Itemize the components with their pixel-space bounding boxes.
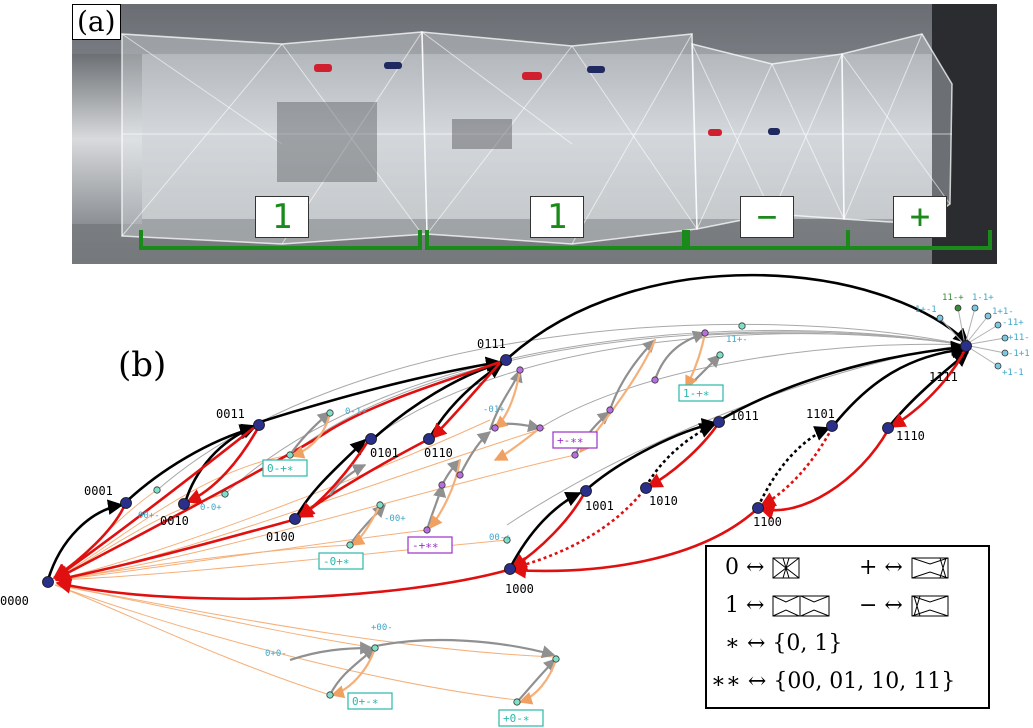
transition-graph: 0000 0001 0010 0011 0100 0101 0110 0111 … <box>0 273 1030 727</box>
node-1101 <box>826 420 838 432</box>
sub-label: 00+- <box>138 511 160 521</box>
node-label: 1101 <box>806 407 835 421</box>
node-0100 <box>289 513 301 525</box>
node-0101 <box>365 433 377 445</box>
sub-label: -11+ <box>1002 318 1024 328</box>
sub-label: 00-+ <box>489 533 511 543</box>
family-label: 0+-∗ <box>352 695 379 708</box>
cluster-orange-edges <box>290 332 707 705</box>
node-label: 1001 <box>585 499 614 513</box>
segment-label-4: + <box>893 196 947 238</box>
one-state-icon <box>772 595 830 617</box>
cluster-gray-edges <box>289 330 721 703</box>
node-label: 1111 <box>929 370 958 384</box>
node-label: 0100 <box>266 530 295 544</box>
sub-label: 0+0- <box>265 649 287 659</box>
node-label: 1100 <box>753 515 782 529</box>
node-label: 1011 <box>730 409 759 423</box>
origami-photo-drawing <box>72 4 997 264</box>
node-label: 1110 <box>896 429 925 443</box>
node-0011 <box>253 419 265 431</box>
sub-label: 0-1+ <box>345 407 367 417</box>
sub-label: 11-+ <box>942 293 964 303</box>
node-label: 0101 <box>370 446 399 460</box>
node-0111 <box>500 354 512 366</box>
backward-edges <box>52 347 968 601</box>
panel-b-label: (b) <box>118 345 167 385</box>
node-label: 0010 <box>160 514 189 528</box>
orange-edges <box>54 419 576 701</box>
main-node-labels: 0000 0001 0010 0011 0100 0101 0110 0111 … <box>0 337 958 608</box>
legend-one-label: 1 ↔ <box>725 593 765 618</box>
segment-label-2: 1 <box>530 196 584 238</box>
family-boxes: 0-+∗ -0+∗ -+∗∗ +-∗∗ 1-+∗ 0+-∗ +0-∗ <box>262 384 724 727</box>
sub-label: -1+1 <box>1008 349 1030 359</box>
node-label: 0111 <box>477 337 506 351</box>
plus-state-icon <box>911 557 949 579</box>
gray-edges <box>154 323 966 526</box>
node-1011 <box>713 416 725 428</box>
node-label: 0000 <box>0 594 29 608</box>
backward-dotted-edges <box>511 427 834 572</box>
sub-label: +00- <box>371 623 393 633</box>
main-nodes <box>42 340 972 588</box>
legend-plus-label: + ↔ <box>859 555 903 580</box>
family-label: -0+∗ <box>323 555 350 568</box>
legend-zero-label: 0 ↔ <box>725 555 765 580</box>
legend-box: 0 ↔ + ↔ 1 ↔ − ↔ <box>705 545 990 709</box>
node-1110 <box>882 422 894 434</box>
sub-label: -01+ <box>483 405 505 415</box>
node-1111 <box>960 340 972 352</box>
family-label: 0-+∗ <box>267 462 294 475</box>
sub-label: 0-0+ <box>200 503 222 513</box>
sub-label: 1+1- <box>992 307 1014 317</box>
sub-label: 1-1+ <box>972 293 994 303</box>
legend-minus-label: − ↔ <box>859 593 903 618</box>
sub-label: +11- <box>1008 333 1030 343</box>
legend-double-star-row: ∗∗ ↔ {00, 01, 10, 11} <box>711 669 956 694</box>
minus-state-icon <box>911 595 949 617</box>
sub-label: 11+- <box>726 335 748 345</box>
node-0110 <box>423 433 435 445</box>
segment-label-3: − <box>740 196 794 238</box>
node-0000 <box>42 576 54 588</box>
legend-star-row: ∗ ↔ {0, 1} <box>725 631 843 656</box>
sub-label: -00+ <box>384 514 406 524</box>
node-label: 1000 <box>505 582 534 596</box>
family-label: -+∗∗ <box>412 539 439 552</box>
origami-photo <box>72 4 997 264</box>
family-label: 1-+∗ <box>683 387 710 400</box>
family-label: +-∗∗ <box>557 434 584 447</box>
node-1100 <box>752 502 764 514</box>
sub-node-labels: 11-+ 1-1+ 1+-1 1+1- -11+ +11- -1+1 +1-1 … <box>138 293 1030 659</box>
panel-a-label: (a) <box>72 4 121 40</box>
node-1010 <box>640 482 652 494</box>
zero-state-icon <box>772 557 800 579</box>
node-label: 0001 <box>84 484 113 498</box>
node-label: 0110 <box>424 446 453 460</box>
node-0001 <box>120 497 132 509</box>
sub-label: 1+-1 <box>915 305 937 315</box>
node-1000 <box>504 563 516 575</box>
family-label: +0-∗ <box>503 712 530 725</box>
node-1001 <box>580 485 592 497</box>
segment-label-1: 1 <box>255 196 309 238</box>
node-label: 1010 <box>649 494 678 508</box>
node-label: 0011 <box>216 407 245 421</box>
node-0010 <box>178 498 190 510</box>
sub-label: +1-1 <box>1002 368 1024 378</box>
